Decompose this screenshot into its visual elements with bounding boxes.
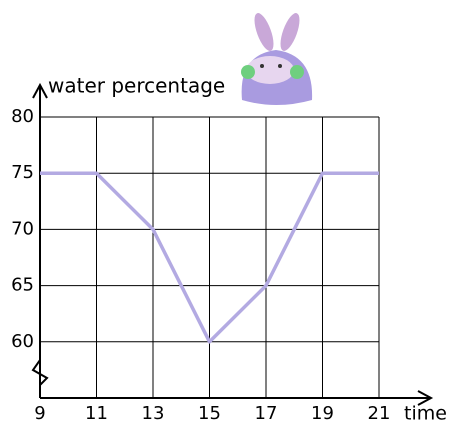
- x-tick-label: 19: [311, 403, 334, 424]
- x-tick-label: 9: [34, 403, 45, 424]
- x-tick-label: 21: [368, 403, 391, 424]
- x-tick-label: 15: [198, 403, 221, 424]
- y-tick-label: 70: [11, 218, 34, 239]
- y-tick-label: 65: [11, 275, 34, 296]
- y-axis-label: water percentage: [48, 74, 225, 98]
- y-tick-label: 60: [11, 331, 34, 352]
- y-tick-label: 80: [11, 106, 34, 127]
- x-tick-label: 11: [85, 403, 108, 424]
- y-axis-arrow: [32, 82, 48, 99]
- x-tick-label: 13: [142, 403, 165, 424]
- axis-break: [31, 356, 49, 398]
- x-tick-label: 17: [255, 403, 278, 424]
- y-tick-label: 75: [11, 162, 34, 183]
- mascot-illustration: [241, 13, 313, 105]
- x-axis-label: time: [404, 403, 447, 425]
- x-axis-arrow: [417, 390, 434, 406]
- data-line: [40, 171, 379, 344]
